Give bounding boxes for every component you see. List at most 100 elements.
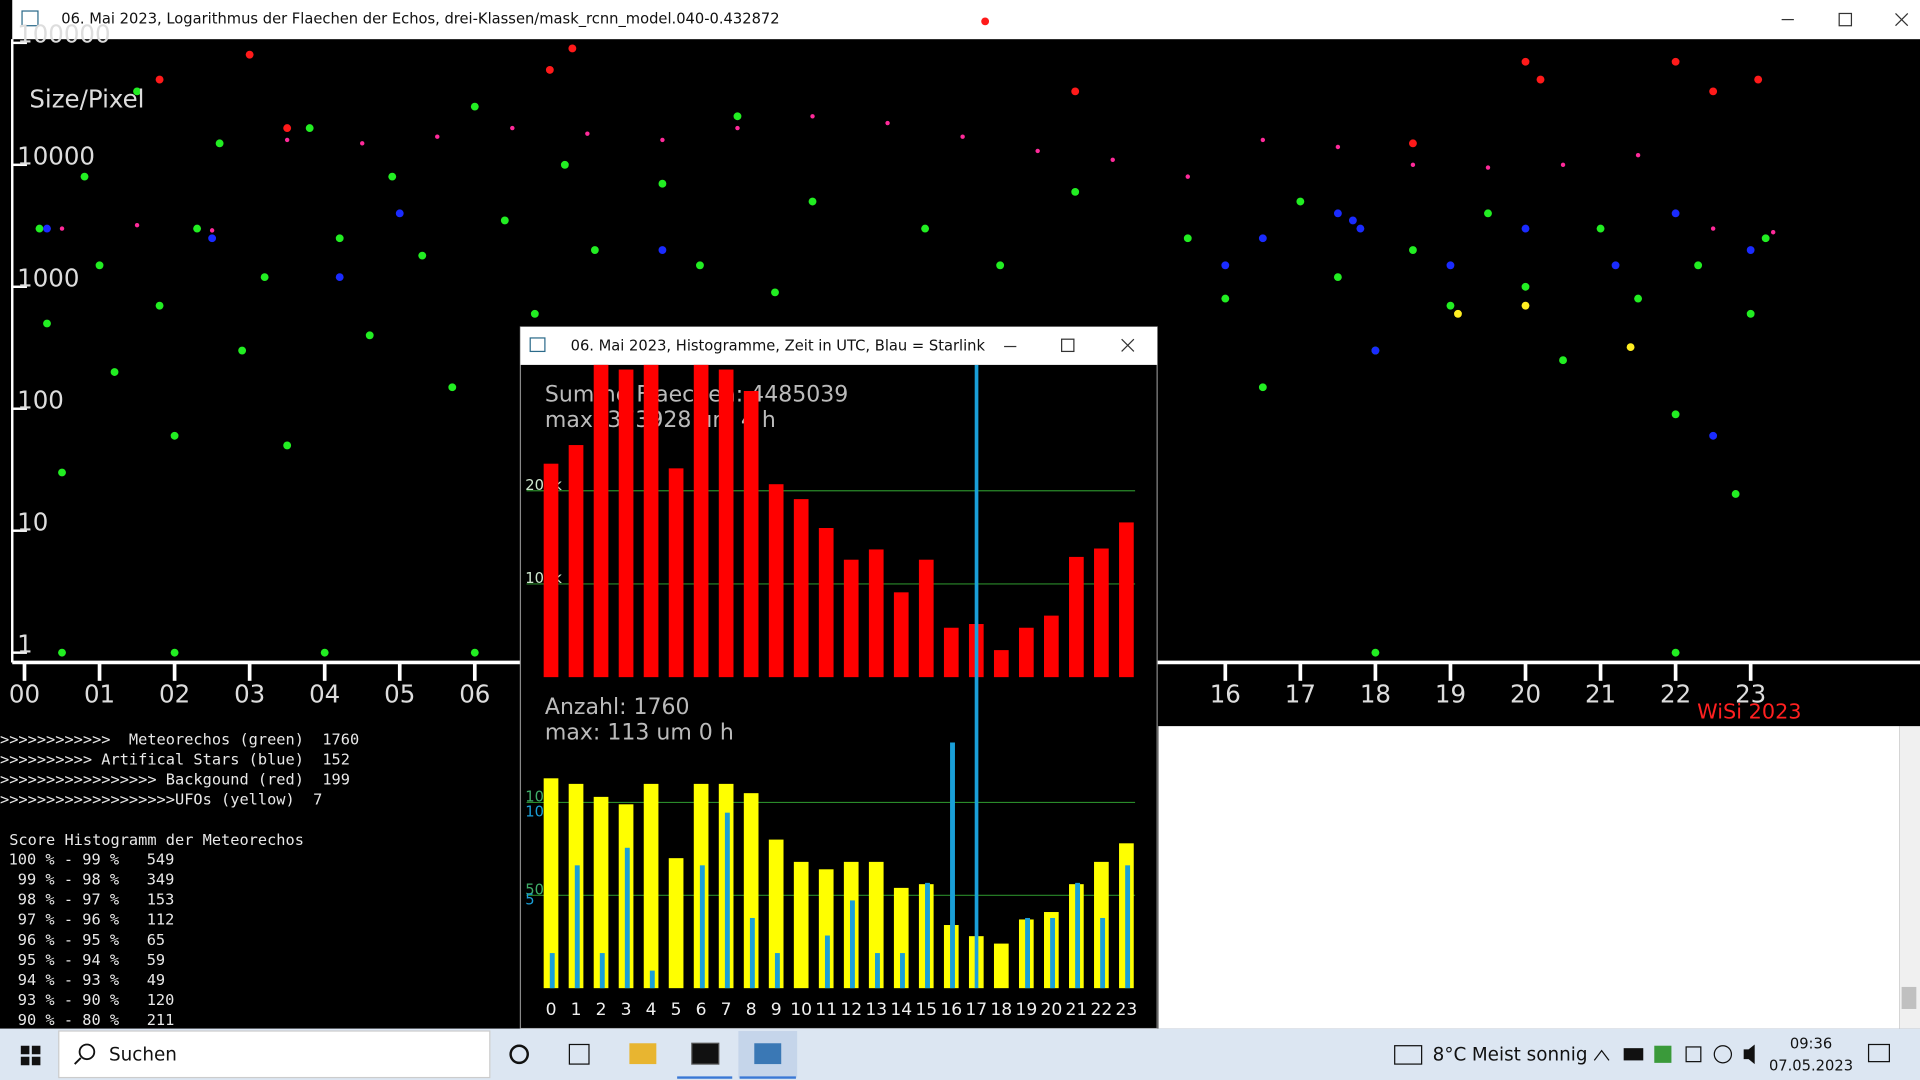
data-point — [1694, 261, 1703, 270]
x-tick-label: 3 — [621, 1000, 632, 1020]
data-point — [1746, 309, 1755, 318]
taskbar: Suchen 8°C Meist sonnig 09:36 07.05.2023 — [0, 1028, 1920, 1080]
close-button[interactable] — [1121, 338, 1135, 352]
y-tick-label: 1000 — [17, 263, 79, 292]
data-point — [208, 234, 217, 243]
tray-expand[interactable] — [1593, 1049, 1610, 1061]
clock-date[interactable]: 07.05.2023 — [1769, 1058, 1853, 1075]
data-point — [530, 309, 539, 318]
app-icon — [529, 337, 546, 353]
network-icon[interactable] — [1713, 1045, 1733, 1064]
bar — [1075, 882, 1081, 989]
data-point — [560, 160, 569, 169]
bar — [1050, 917, 1056, 989]
bar — [749, 917, 755, 989]
bar — [593, 796, 609, 989]
x-tick-label: 06 — [459, 680, 490, 709]
clock-time[interactable]: 09:36 — [1790, 1035, 1832, 1052]
temperature[interactable]: 8°C — [1433, 1045, 1467, 1066]
data-point — [95, 261, 104, 270]
data-point — [245, 50, 254, 59]
data-point — [260, 273, 269, 282]
x-tick-label: 00 — [9, 680, 40, 709]
console-row: 94 % - 93 % 49 — [9, 971, 166, 989]
x-tick-label: 23 — [1115, 1000, 1137, 1020]
window-title: 06. Mai 2023, Logarithmus der Flaechen d… — [61, 11, 779, 28]
data-point — [1348, 216, 1357, 225]
console-heading: Score Histogramm der Meteorechos — [0, 831, 304, 849]
data-point — [1258, 383, 1267, 392]
console-row: 98 % - 97 % 153 — [9, 891, 175, 909]
data-point — [35, 224, 44, 233]
data-point — [1710, 226, 1716, 231]
weather-icon[interactable] — [1394, 1045, 1423, 1065]
data-point — [1333, 209, 1342, 218]
battery-icon[interactable] — [1623, 1048, 1644, 1061]
data-point — [1071, 187, 1080, 196]
data-point — [155, 301, 164, 310]
x-tick-label: 14 — [890, 1000, 912, 1020]
bar — [893, 592, 909, 678]
data-point — [1260, 137, 1266, 143]
data-point — [1671, 648, 1680, 657]
search-text[interactable]: Suchen — [109, 1045, 177, 1066]
data-point — [284, 137, 290, 143]
x-tick-label: 9 — [771, 1000, 782, 1020]
weather[interactable]: Meist sonnig — [1472, 1045, 1588, 1066]
bar — [768, 484, 784, 678]
bar — [824, 935, 830, 989]
close-button[interactable] — [1895, 13, 1909, 27]
task-view-button[interactable] — [568, 1043, 590, 1065]
cortana-button[interactable] — [509, 1044, 529, 1065]
data-point — [658, 179, 667, 188]
data-point — [590, 246, 599, 254]
data-point — [1635, 152, 1641, 158]
bar — [793, 861, 809, 989]
data-point — [568, 44, 577, 53]
maximize-button[interactable] — [1061, 338, 1075, 353]
bar — [943, 627, 959, 678]
data-point — [735, 125, 740, 131]
data-point — [921, 224, 930, 233]
desktop-area — [1158, 726, 1900, 1029]
data-point — [283, 124, 292, 133]
data-point — [1333, 273, 1342, 282]
notifications-button[interactable] — [1867, 1043, 1890, 1063]
maximize-button[interactable] — [1838, 12, 1853, 27]
bar — [543, 778, 559, 989]
data-point — [155, 75, 164, 84]
data-point — [448, 383, 457, 392]
x-tick-label: 22 — [1090, 1000, 1112, 1020]
terminal-icon[interactable] — [691, 1042, 720, 1065]
data-point — [1611, 261, 1620, 270]
x-tick-label: 16 — [1210, 680, 1241, 709]
x-tick-label: 19 — [1435, 680, 1466, 709]
x-tick-label: 21 — [1065, 1000, 1087, 1020]
x-tick-label: 23 — [1735, 680, 1766, 709]
data-point — [733, 112, 742, 121]
bar — [875, 953, 880, 989]
console-line: >>>>>>>>>>>>>>>>>>>UFOs (yellow) 7 — [0, 791, 322, 809]
data-point — [215, 139, 224, 148]
bar — [649, 970, 655, 989]
tray-icon[interactable] — [1685, 1046, 1702, 1063]
x-tick-label: 15 — [915, 1000, 937, 1020]
data-point — [1110, 157, 1115, 162]
scroll-thumb[interactable] — [1901, 986, 1917, 1009]
explorer-icon[interactable] — [629, 1043, 657, 1065]
gpu-icon[interactable] — [1654, 1045, 1672, 1063]
bar — [599, 953, 605, 989]
python-icon[interactable] — [754, 1043, 782, 1065]
x-tick-label: 5 — [671, 1000, 682, 1020]
data-point — [1409, 246, 1417, 254]
bar — [793, 499, 809, 678]
bar — [1025, 917, 1031, 989]
search-box[interactable] — [58, 1030, 491, 1079]
data-point — [365, 331, 374, 340]
bar — [1125, 865, 1131, 989]
bar — [950, 742, 955, 989]
y-tick-label: 1 — [17, 629, 33, 658]
data-point — [1371, 648, 1380, 657]
annotation: WiSi 2023 — [1697, 700, 1801, 724]
start-button[interactable] — [20, 1045, 41, 1066]
